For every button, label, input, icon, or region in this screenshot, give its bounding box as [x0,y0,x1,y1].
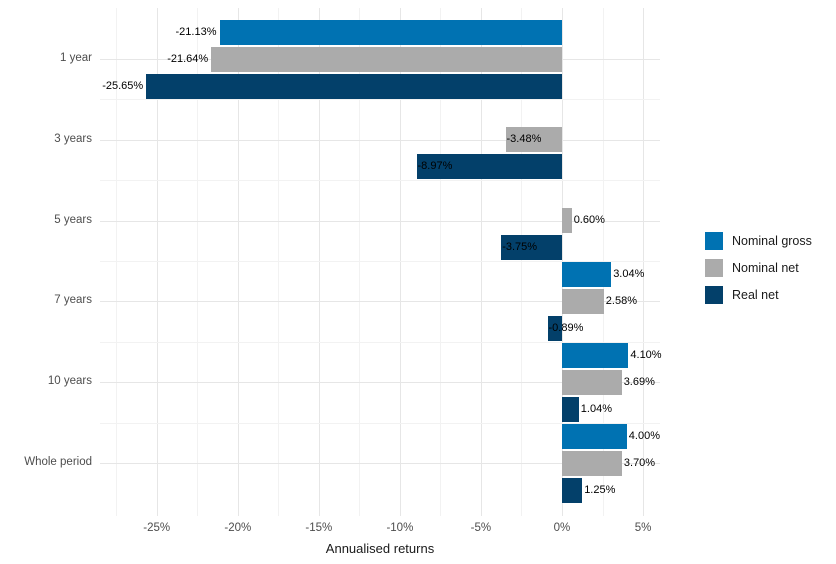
gridline-minor--12.5 [359,8,361,516]
bar-real-net-10-years [561,396,579,422]
x-tick-label-0: 0% [553,522,571,534]
bar-nominal-net-7-years [561,288,604,314]
x-tick-label--5: -5% [470,522,492,534]
gridline-minor-between-groups [100,99,660,101]
legend-swatch-real-net [705,285,723,304]
legend-item-real-net: Real net [705,281,812,308]
category-label-whole-period: Whole period [24,456,92,468]
bar-nominal-gross-whole-period [561,423,627,449]
category-label-1-year: 1 year [60,52,92,64]
gridline-major--10 [399,8,401,516]
bar-nominal-net-5-years [561,208,572,234]
x-tick-label--15: -15% [305,522,333,534]
gridline-major-5 [643,8,644,516]
legend-swatch-nominal-net [705,258,723,277]
bar-real-net-whole-period [561,477,583,503]
x-tick-label--20: -20% [224,522,252,534]
gridline-minor-between-groups [100,341,660,343]
gridline-category-whole-period [100,463,660,464]
bar-value-label-nominal-gross-10-years: 4.10% [630,348,662,361]
legend-swatch-nominal-gross [705,231,723,250]
gridline-minor--17.5 [278,8,280,516]
bar-real-net-7-years [547,315,562,341]
bar-real-net-5-years [501,235,562,261]
gridline-major--15 [318,8,320,516]
plot-panel: -21.13% 3.04% 4.10% 4.00% -21.64% -3.48% 0.60%… [100,8,662,516]
bar-value-label-real-net-3-years: -8.97% [417,160,453,173]
legend-item-nominal-net: Nominal net [705,254,812,281]
bar-nominal-gross-1-year [219,19,562,45]
x-tick-label--25: -25% [143,522,171,534]
bar-value-label-nominal-net-5-years: 0.60% [573,214,605,227]
category-label-3-years: 3 years [54,132,92,145]
legend-item-nominal-gross: Nominal gross [705,227,812,254]
bar-nominal-net-whole-period [561,450,622,476]
bar-nominal-net-3-years [505,127,562,153]
bar-value-label-real-net-whole-period: 1.25% [584,483,616,496]
gridline-minor--22.5 [197,8,199,516]
legend: Nominal gross Nominal net Real net [705,227,812,308]
bar-nominal-gross-10-years [561,342,629,368]
gridline-minor--27.5 [116,8,118,516]
category-label-10-years: 10 years [47,375,92,388]
gridline-major--20 [237,8,239,516]
bar-value-label-real-net-7-years: -0.89% [548,321,584,334]
bar-nominal-gross-7-years [561,261,612,287]
bar-value-label-real-net-5-years: -3.75% [502,241,538,254]
category-label-5-years: 5 years [54,213,92,226]
gridline-minor-between-groups [100,180,660,182]
bar-real-net-3-years [416,154,562,180]
gridline-minor-between-groups [100,261,660,262]
gridline-minor--7.5 [440,8,442,516]
bar-value-label-nominal-net-10-years: 3.69% [623,375,655,388]
bar-value-label-real-net-1-year: -25.65% [102,79,144,92]
gridline-major--25 [156,8,158,516]
bar-value-label-nominal-gross-7-years: 3.04% [613,267,645,280]
x-tick-label--10: -10% [386,522,414,534]
gridline-category-3-years [100,139,660,141]
bar-nominal-net-1-year [211,46,562,72]
legend-label-nominal-net: Nominal net [732,260,799,275]
x-axis-title: Annualised returns [325,541,435,556]
legend-label-real-net: Real net [732,287,779,302]
legend-label-nominal-gross: Nominal gross [732,233,812,248]
bar-real-net-1-year [146,73,562,99]
gridline-category-5-years [100,220,660,222]
bar-value-label-nominal-net-7-years: 2.58% [605,294,637,307]
gridline-minor--2.5 [521,8,523,516]
gridline-minor-between-groups [100,422,660,424]
x-tick-label-5: 5% [634,522,652,534]
category-label-7-years: 7 years [54,294,92,307]
gridline-category-10-years [100,382,660,384]
gridline-major--5 [480,8,482,516]
bar-value-label-nominal-net-whole-period: 3.70% [623,456,656,469]
bar-value-label-real-net-10-years: 1.04% [580,402,612,415]
bar-nominal-net-10-years [561,369,622,395]
bar-value-label-nominal-net-3-years: -3.48% [506,133,542,146]
bar-value-label-nominal-gross-1-year: -21.13% [175,25,217,38]
bar-value-label-nominal-gross-whole-period: 4.00% [628,429,660,442]
gridline-category-7-years [100,301,660,303]
bar-value-label-nominal-net-1-year: -21.64% [167,52,209,65]
